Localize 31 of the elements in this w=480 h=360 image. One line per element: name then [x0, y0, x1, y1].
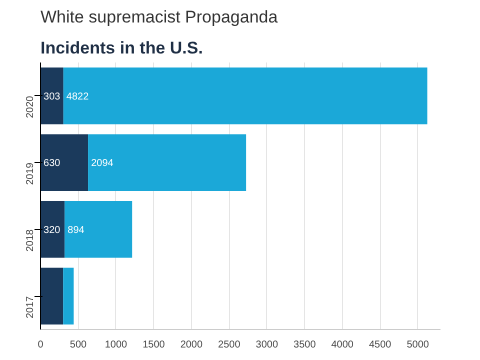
x-tick-label: 0 [38, 340, 44, 350]
x-tick-label: 5000 [406, 340, 430, 350]
data-label: 630 [44, 158, 61, 170]
bar [88, 134, 246, 191]
data-label: 320 [44, 224, 61, 236]
x-tick-label: 2500 [218, 340, 241, 350]
data-label: 4822 [66, 91, 90, 102]
chart-subtitle: Incidents in the U.S. [40, 38, 203, 58]
x-tick-label: 4000 [331, 340, 354, 350]
bar [40, 68, 64, 124]
y-tick-label: 2017 [25, 296, 36, 318]
data-label: 2094 [91, 158, 114, 170]
bar [63, 68, 428, 124]
x-tick-label: 3000 [256, 340, 278, 350]
x-tick-label: 3500 [294, 340, 316, 350]
bar [64, 201, 132, 258]
chart-title: White supremacist Propaganda [40, 8, 278, 26]
data-label: 303 [44, 91, 61, 102]
bar [63, 268, 74, 324]
x-tick-label: 500 [70, 340, 88, 350]
x-tick-label: 4500 [369, 340, 392, 350]
x-tick-label: 1000 [104, 340, 128, 350]
bar [40, 134, 88, 191]
bar [40, 201, 65, 258]
y-tick-label: 2019 [25, 162, 36, 185]
y-tick-label: 2020 [25, 95, 36, 118]
x-tick-label: 2000 [180, 340, 204, 350]
bar [40, 268, 64, 324]
data-label: 894 [68, 224, 85, 236]
x-tick-label: 1500 [142, 340, 166, 350]
y-tick-label: 2018 [25, 228, 36, 252]
